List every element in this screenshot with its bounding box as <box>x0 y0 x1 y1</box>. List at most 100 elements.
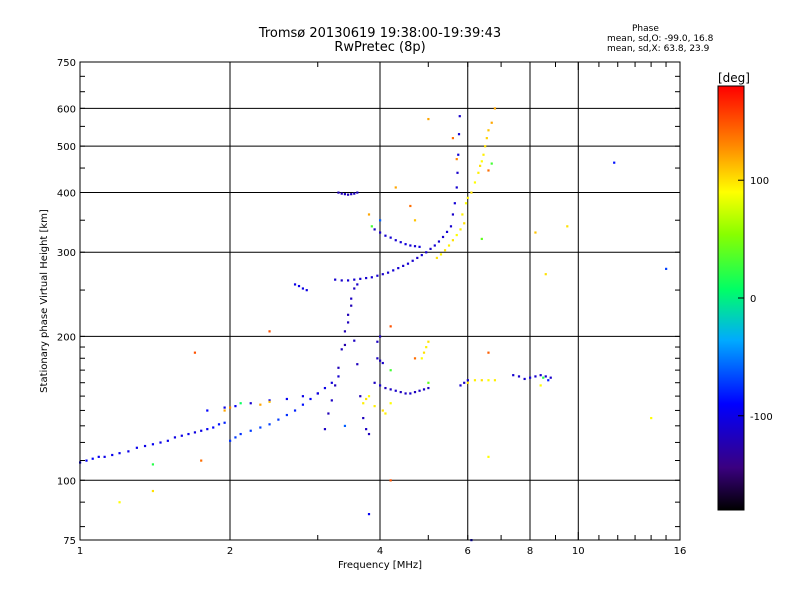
data-point <box>353 287 356 290</box>
data-point <box>206 409 209 412</box>
data-point <box>409 204 412 208</box>
data-point <box>404 392 407 395</box>
y-tick-label: 75 <box>63 536 76 547</box>
data-point <box>234 436 237 439</box>
colorbar-ticks: 100 0 -100 <box>738 176 773 423</box>
data-point <box>301 287 305 290</box>
data-point <box>457 133 461 136</box>
data-point <box>473 181 477 184</box>
data-point <box>399 390 402 394</box>
chart-title: Tromsø 20130619 19:38:00-19:39:43 <box>258 26 502 41</box>
data-point <box>650 416 653 420</box>
data-point <box>399 241 402 244</box>
data-point <box>334 278 337 281</box>
data-point <box>437 240 441 243</box>
data-point <box>259 426 262 429</box>
data-point <box>337 375 340 378</box>
data-point <box>413 245 417 248</box>
data-point <box>356 191 359 194</box>
x-tick-label: 2 <box>227 546 233 557</box>
data-point <box>487 129 490 132</box>
data-point <box>386 271 390 274</box>
data-point <box>166 439 169 442</box>
data-point <box>404 243 407 246</box>
data-point <box>542 376 545 379</box>
data-point <box>394 389 397 392</box>
data-point <box>206 428 209 431</box>
data-point <box>346 279 350 282</box>
data-point <box>223 406 226 409</box>
data-point <box>534 375 537 378</box>
data-point <box>323 386 327 390</box>
data-point <box>367 213 371 216</box>
data-point <box>480 237 483 241</box>
data-point <box>451 137 455 140</box>
data-point <box>340 279 343 282</box>
data-point <box>397 267 400 270</box>
y-tick-label: 200 <box>57 332 76 343</box>
data-point <box>193 431 197 434</box>
data-point <box>376 340 379 343</box>
data-point <box>239 432 242 436</box>
data-point <box>370 276 373 279</box>
data-point <box>451 213 455 216</box>
stats-line-o: mean, sd,O: -99.0, 16.8 <box>607 34 714 44</box>
data-point <box>413 219 417 222</box>
data-point <box>334 384 337 387</box>
data-point <box>379 359 382 362</box>
colorbar-tick-label: 0 <box>750 294 756 305</box>
y-tick-label: 300 <box>57 248 76 259</box>
data-point <box>379 335 382 338</box>
data-point <box>455 233 458 237</box>
data-point <box>151 443 155 446</box>
x-axis-label: Frequency [MHz] <box>338 560 422 571</box>
data-point <box>425 346 428 349</box>
data-point <box>309 397 312 401</box>
data-point <box>665 267 668 270</box>
data-point <box>493 107 497 110</box>
data-point <box>416 256 419 260</box>
data-point <box>441 235 445 239</box>
data-point <box>447 244 451 247</box>
chart-subtitle: RwPretec (8p) <box>334 40 426 55</box>
data-point <box>376 357 379 360</box>
data-point <box>420 357 423 360</box>
data-point <box>91 457 94 460</box>
data-point <box>259 403 262 406</box>
data-point <box>458 115 461 118</box>
data-point <box>427 386 430 390</box>
data-point <box>389 479 392 482</box>
data-point <box>353 339 356 342</box>
data-point <box>479 164 482 167</box>
data-point <box>180 434 183 437</box>
data-point <box>413 390 417 394</box>
data-point <box>466 381 469 384</box>
data-point <box>151 463 155 466</box>
data-point <box>422 388 426 391</box>
data-point <box>234 405 237 408</box>
data-point <box>427 340 430 343</box>
x-tick-label: 10 <box>572 546 585 557</box>
data-point <box>487 379 490 382</box>
data-point <box>249 402 252 405</box>
data-point <box>384 412 387 415</box>
data-point <box>549 376 552 379</box>
data-point <box>389 325 392 328</box>
y-axis-label: Stationary phase Virtual Height [km] <box>39 209 50 393</box>
data-point <box>459 384 462 387</box>
data-point <box>406 262 410 265</box>
data-point <box>346 321 350 324</box>
stats-heading: Phase <box>632 24 659 34</box>
data-point <box>490 162 493 165</box>
data-point <box>268 423 271 426</box>
data-point <box>249 429 252 432</box>
data-point <box>539 384 542 387</box>
data-point <box>539 374 542 377</box>
data-point <box>337 366 340 369</box>
data-point <box>435 256 438 260</box>
data-point <box>268 400 271 403</box>
data-point <box>394 239 397 242</box>
data-point <box>187 432 190 436</box>
data-point <box>384 234 387 237</box>
